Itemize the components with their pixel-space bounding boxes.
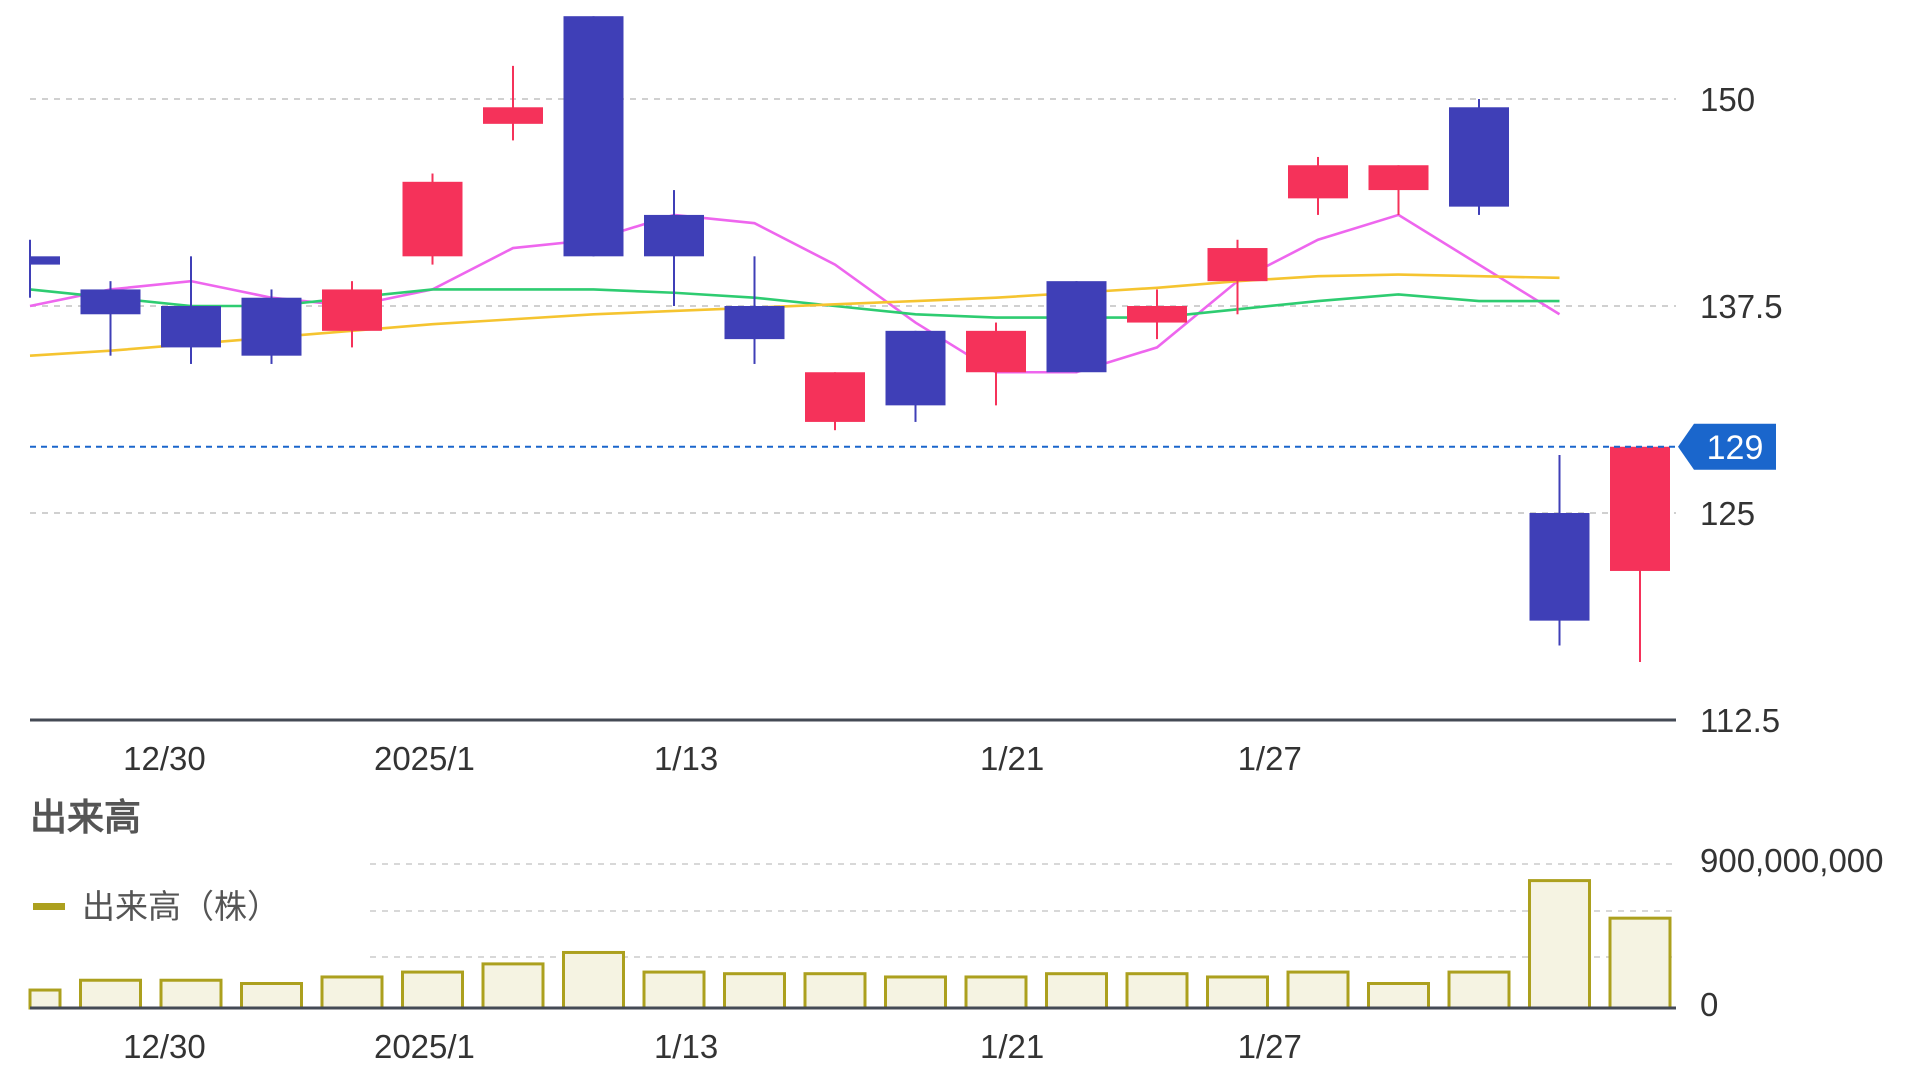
volume-bar (320, 975, 384, 1010)
price-y-tick: 150 (1700, 81, 1755, 118)
price-y-tick: 112.5 (1700, 702, 1780, 739)
candle (161, 256, 221, 364)
volume-bar (1206, 975, 1269, 1010)
volume-bar (723, 972, 786, 1010)
price-x-axis: 12/30 2025/1 1/13 1/21 1/27 (30, 718, 1676, 777)
volume-bar (642, 970, 706, 1010)
candle-body (1368, 165, 1429, 191)
volume-bar (884, 975, 947, 1010)
volume-bar (1367, 982, 1430, 1010)
volume-gridlines (370, 863, 1676, 958)
price-x-tick: 12/30 (123, 740, 206, 777)
volume-y-axis: 0 900,000,000 (30, 842, 1884, 1023)
volume-bar (1286, 970, 1350, 1010)
candle (805, 372, 865, 431)
volume-bar (401, 970, 464, 1010)
candle-body (644, 214, 704, 257)
candle-body (241, 297, 302, 356)
candle-body (1046, 281, 1107, 373)
candle-body (322, 289, 382, 331)
candle (644, 190, 704, 306)
volume-bar (803, 972, 867, 1010)
volume-bar (79, 978, 142, 1010)
candle-body (161, 306, 221, 348)
price-x-tick: 1/21 (980, 740, 1044, 777)
candle (563, 16, 624, 257)
candle (1288, 156, 1348, 215)
volume-bar (28, 988, 62, 1010)
candle-body (1207, 248, 1268, 282)
volume-title: 出来高 (30, 797, 141, 838)
volume-y-tick: 900,000,000 (1700, 842, 1884, 879)
candle (483, 65, 543, 141)
volume-y-tick: 0 (1700, 986, 1718, 1023)
volume-legend-swatch (33, 903, 65, 910)
candle-body (885, 330, 946, 406)
candle (724, 256, 785, 364)
candle-body (1610, 446, 1670, 571)
price-y-tick: 137.5 (1700, 288, 1783, 325)
candle-body (30, 256, 60, 265)
candle (966, 322, 1026, 406)
candle (322, 281, 382, 348)
candle (1207, 239, 1268, 315)
price-y-axis: 112.5 125 137.5 150 (1700, 81, 1783, 739)
candle (80, 281, 141, 356)
volume-x-tick: 1/27 (1238, 1028, 1302, 1065)
price-gridlines (30, 98, 1676, 514)
price-y-tick: 125 (1700, 495, 1755, 532)
candle (1529, 455, 1590, 646)
price-x-tick: 1/13 (654, 740, 718, 777)
volume-bar (1125, 972, 1189, 1010)
current-price-indicator: 129 (30, 423, 1776, 470)
candlestick-series (29, 16, 1670, 663)
current-price-tag (1678, 423, 1776, 470)
volume-bar (481, 962, 545, 1010)
candle (241, 289, 302, 364)
volume-x-axis: 12/30 2025/1 1/13 1/21 1/27 (123, 1028, 1302, 1065)
volume-legend[interactable]: 出来高（株） (33, 888, 280, 925)
candle (885, 330, 946, 422)
candle (1610, 446, 1670, 663)
current-price-label: 129 (1707, 429, 1764, 467)
volume-legend-label: 出来高（株） (82, 888, 280, 925)
candle (1449, 99, 1509, 215)
candle (29, 239, 60, 298)
volume-x-tick: 2025/1 (374, 1028, 475, 1065)
candle-body (80, 289, 141, 315)
candle-body (1529, 513, 1590, 621)
candle-body (483, 107, 543, 124)
price-x-tick: 1/27 (1238, 740, 1302, 777)
candle (1368, 165, 1429, 215)
volume-bar (1045, 972, 1108, 1010)
volume-x-tick: 1/21 (980, 1028, 1044, 1065)
volume-bar (240, 982, 303, 1010)
volume-bar (1608, 916, 1672, 1010)
volume-bar (964, 975, 1028, 1010)
volume-bar (1528, 879, 1591, 1010)
volume-x-tick: 12/30 (123, 1028, 206, 1065)
candle-body (402, 181, 463, 257)
candle-body (1288, 165, 1348, 199)
candle-body (563, 16, 624, 257)
candle (1046, 281, 1107, 373)
volume-bar (1447, 970, 1511, 1010)
candle (402, 173, 463, 265)
price-x-tick: 2025/1 (374, 740, 475, 777)
candle-body (1449, 107, 1509, 207)
volume-bar (159, 978, 223, 1010)
candle-body (1127, 306, 1187, 323)
candle-body (724, 306, 785, 340)
candle (1127, 289, 1187, 340)
volume-bar (562, 950, 625, 1010)
candle-body (966, 330, 1026, 373)
volume-x-tick: 1/13 (654, 1028, 718, 1065)
candle-body (805, 372, 865, 422)
